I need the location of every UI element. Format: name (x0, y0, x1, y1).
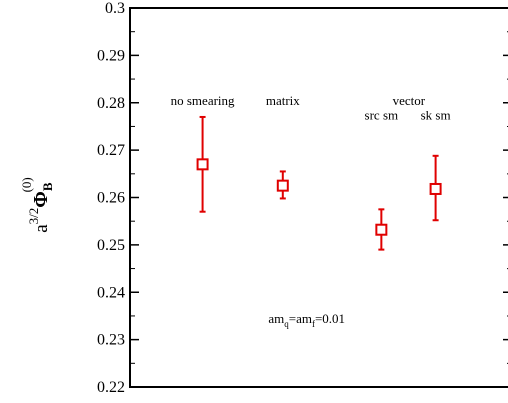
y-axis-label-symbol-sub: B (40, 182, 55, 191)
note-base: am (268, 311, 284, 326)
annotation-0: no smearing (171, 93, 235, 108)
y-axis-label-symbol: Φ (30, 191, 52, 208)
marker-2 (375, 223, 388, 236)
data-point-1 (276, 170, 289, 200)
y-tick-label-3: 0.25 (97, 237, 125, 254)
annotation-4: sk sm (421, 107, 451, 122)
marker-3 (429, 182, 442, 195)
plot-frame (129, 7, 508, 388)
data-point-2 (375, 208, 388, 251)
data-series (196, 115, 442, 251)
y-axis-label-base: a (31, 224, 52, 233)
y-tick-label-8: 0.3 (105, 0, 125, 17)
note-sub-f: f (312, 319, 315, 329)
note-mid: =am (289, 311, 312, 326)
y-tick-label-5: 0.27 (97, 142, 125, 159)
annotation-2: vector (393, 93, 426, 108)
y-axis-label-base-sup: 3/2 (26, 208, 41, 225)
y-tick-label-6: 0.28 (97, 95, 125, 112)
y-axis: 0.22 0.23 0.24 0.25 0.26 0.27 0.28 0.29 0.3 (97, 0, 508, 396)
y-tick-label-7: 0.29 (97, 47, 125, 64)
note-sub-q: q (284, 319, 289, 329)
y-tick-label-0: 0.22 (97, 379, 125, 396)
annotation-3: src sm (365, 107, 399, 122)
y-axis-label: a3/2ΦB (0) (19, 177, 55, 233)
marker-1 (276, 179, 289, 192)
note-tail: =0.01 (315, 311, 345, 326)
y-tick-label-2: 0.24 (97, 284, 125, 301)
marker-0 (196, 158, 209, 171)
plot-area (129, 7, 508, 388)
y-tick-label-1: 0.23 (97, 332, 125, 349)
y-axis-label-symbol-sup: (0) (19, 177, 34, 192)
annotation-1: matrix (266, 93, 300, 108)
data-point-0 (196, 115, 209, 213)
parameter-note: amq=amf=0.01 (268, 311, 345, 329)
y-tick-label-4: 0.26 (97, 190, 125, 207)
data-point-3 (429, 154, 442, 222)
